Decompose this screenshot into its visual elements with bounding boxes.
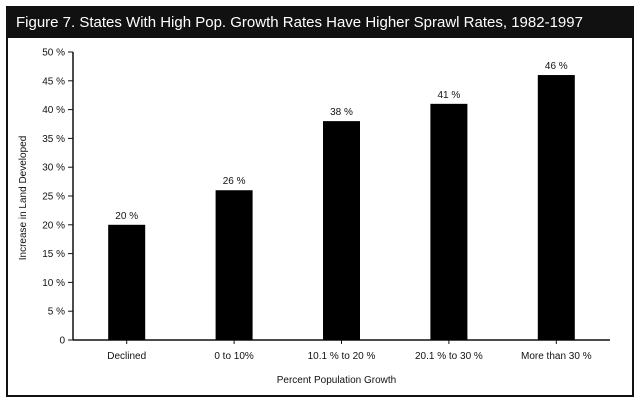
y-tick-label: 35 % xyxy=(42,134,65,145)
x-tick-label: Declined xyxy=(107,351,146,362)
y-tick-label: 50 % xyxy=(42,48,65,59)
y-tick-label: 0 xyxy=(59,336,65,347)
y-tick-label: 5 % xyxy=(48,307,65,318)
x-tick-label: 20.1 % to 30 % xyxy=(415,351,483,362)
chart-title: Figure 7. States With High Pop. Growth R… xyxy=(16,14,583,31)
bar xyxy=(323,121,360,341)
y-tick-label: 15 % xyxy=(42,249,65,260)
x-tick-label: 10.1 % to 20 % xyxy=(308,351,376,362)
bar-value-label: 20 % xyxy=(115,211,138,222)
title-bar: Figure 7. States With High Pop. Growth R… xyxy=(8,8,632,38)
y-tick-label: 25 % xyxy=(42,192,65,203)
bar-value-label: 26 % xyxy=(223,176,246,187)
y-tick-label: 10 % xyxy=(42,278,65,289)
bar xyxy=(215,190,253,340)
bar xyxy=(430,103,468,340)
y-tick-label: 30 % xyxy=(42,163,65,174)
y-tick-label: 45 % xyxy=(42,76,65,87)
y-axis-title: Increase in Land Developed xyxy=(18,136,29,261)
x-tick-label: More than 30 % xyxy=(521,351,592,362)
x-tick-label: 0 to 10% xyxy=(214,351,254,362)
y-tick-label: 40 % xyxy=(42,105,65,116)
bar xyxy=(537,75,575,340)
bar-value-label: 46 % xyxy=(545,61,568,72)
y-tick-label: 20 % xyxy=(42,220,65,231)
bar-value-label: 41 % xyxy=(438,90,461,101)
bar-value-label: 38 % xyxy=(330,107,353,118)
x-axis-title: Percent Population Growth xyxy=(277,375,397,386)
bar xyxy=(108,224,146,340)
